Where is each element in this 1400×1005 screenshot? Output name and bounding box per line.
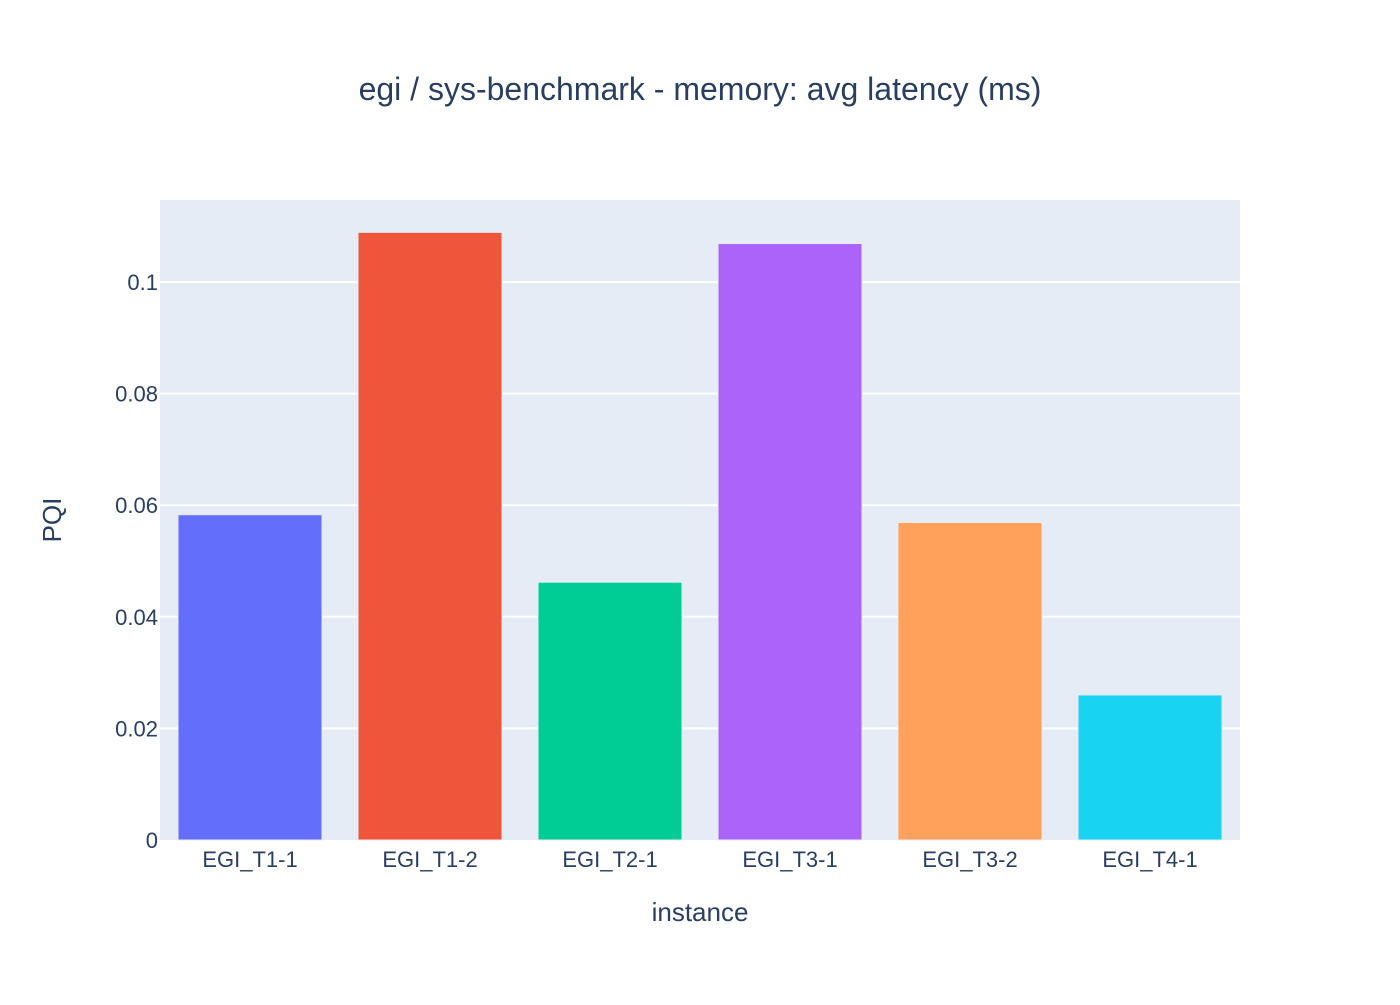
bar-egi-t3-2[interactable] <box>897 522 1043 841</box>
y-axis-title: PQI <box>37 498 67 543</box>
y-tick-label: 0.08 <box>115 382 158 407</box>
bar-egi-t2-1[interactable] <box>537 581 683 841</box>
bar-egi-t3-1[interactable] <box>717 243 863 841</box>
y-axis-ticks: 0 0.02 0.04 0.06 0.08 0.1 <box>115 270 158 853</box>
y-tick-label: 0.1 <box>127 270 158 295</box>
y-tick-label: 0 <box>146 828 158 853</box>
chart-title: egi / sys-benchmark - memory: avg latenc… <box>359 71 1042 107</box>
plot-area <box>160 200 1240 840</box>
x-tick-label: EGI_T3-2 <box>922 847 1017 872</box>
x-tick-label: EGI_T1-2 <box>382 847 477 872</box>
x-tick-label: EGI_T2-1 <box>562 847 657 872</box>
x-axis-ticks: EGI_T1-1 EGI_T1-2 EGI_T2-1 EGI_T3-1 EGI_T3-2… <box>202 847 1197 872</box>
x-tick-label: EGI_T1-1 <box>202 847 297 872</box>
bars <box>177 231 1223 841</box>
bar-egi-t1-1[interactable] <box>177 514 323 841</box>
x-tick-label: EGI_T4-1 <box>1102 847 1197 872</box>
gridlines <box>160 281 1240 730</box>
bar-egi-t4-1[interactable] <box>1077 694 1223 841</box>
x-axis-title: instance <box>652 897 749 927</box>
y-tick-label: 0.06 <box>115 493 158 518</box>
bar-egi-t1-2[interactable] <box>357 231 503 841</box>
x-tick-label: EGI_T3-1 <box>742 847 837 872</box>
y-tick-label: 0.04 <box>115 605 158 630</box>
y-tick-label: 0.02 <box>115 716 158 741</box>
